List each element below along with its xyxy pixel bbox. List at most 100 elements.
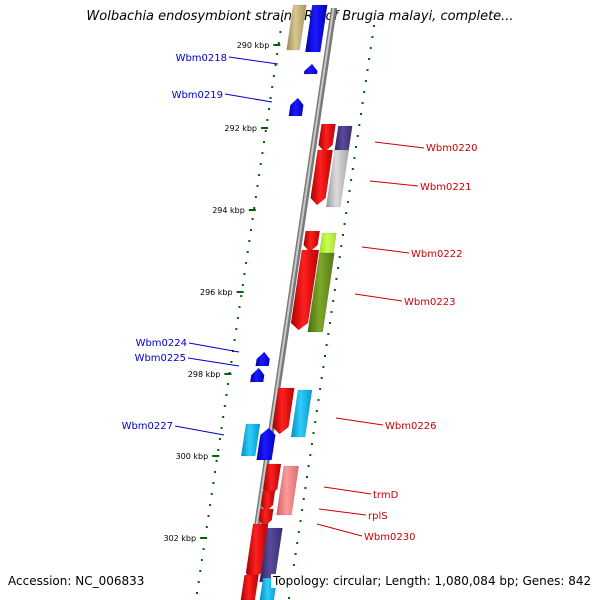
gene-feature-red[interactable] — [318, 123, 336, 153]
gene-feature-blue[interactable] — [288, 97, 304, 117]
gene-feature-blue[interactable] — [305, 4, 328, 53]
gene-leader-line — [318, 508, 367, 516]
guide-dot-right — [288, 597, 290, 599]
gene-leader-line — [323, 486, 372, 495]
guide-dot-right — [314, 421, 317, 423]
gene-label[interactable]: Wbm0222 — [411, 249, 462, 260]
scale-tick-mark — [261, 127, 268, 129]
guide-dot-left — [253, 207, 256, 209]
gene-label[interactable]: Wbm0230 — [364, 532, 415, 543]
guide-dot-right — [351, 168, 354, 170]
guide-dot-right — [338, 256, 341, 258]
guide-dot-right — [345, 212, 348, 214]
guide-dot-left — [235, 328, 238, 330]
gene-feature-blue[interactable] — [249, 367, 265, 383]
gene-feature-blue[interactable] — [255, 351, 270, 367]
gene-leader-line — [374, 141, 425, 149]
gene-feature-blue[interactable] — [256, 427, 276, 461]
gene-feature-cyan[interactable] — [290, 389, 313, 438]
guide-dot-right — [317, 399, 320, 401]
gene-leader-line — [335, 417, 384, 426]
gene-feature-red[interactable] — [303, 230, 320, 253]
guide-dot-left — [266, 119, 269, 121]
gene-leader-line — [316, 523, 363, 537]
gene-label[interactable]: Wbm0220 — [426, 143, 477, 154]
gene-feature-blue[interactable] — [303, 63, 318, 75]
gene-feature-red[interactable] — [272, 387, 295, 435]
gene-label[interactable]: Wbm0226 — [385, 421, 436, 432]
guide-dot-right — [353, 157, 356, 159]
guide-dot-left — [256, 185, 259, 187]
gene-feature-red[interactable] — [258, 508, 274, 528]
guide-dot-right — [358, 124, 361, 126]
guide-dot-left — [246, 251, 249, 253]
guide-dot-left — [258, 174, 261, 176]
gene-feature-grey[interactable] — [325, 149, 349, 208]
guide-dot-left — [210, 493, 213, 495]
gene-labels: Wbm0218 Wbm0219 Wbm0220 Wbm0221 Wbm0222 Wbm02… — [122, 53, 478, 543]
guide-dot-left — [225, 394, 228, 396]
guide-dot-left — [271, 86, 274, 88]
gene-label[interactable]: rplS — [368, 511, 388, 522]
guide-dot-left — [277, 42, 280, 44]
guide-dot-left — [209, 504, 212, 506]
guide-dot-right — [312, 432, 315, 434]
guide-dot-left — [199, 570, 202, 572]
gene-feature-green[interactable] — [307, 252, 335, 333]
guide-dot-right — [320, 377, 323, 379]
scale-tick-label: 296 kbp — [200, 288, 233, 297]
gene-feature-pink[interactable] — [276, 465, 300, 516]
gene-label[interactable]: Wbm0223 — [404, 297, 455, 308]
guide-dot-right — [302, 498, 305, 500]
gene-leader-line — [224, 93, 273, 103]
guide-dot-right — [335, 278, 338, 280]
guide-dot-left — [269, 97, 272, 99]
guide-dot-left — [215, 460, 218, 462]
guide-dot-right — [346, 201, 349, 203]
guide-dot-left — [202, 548, 205, 550]
guide-dot-right — [328, 322, 331, 324]
guide-dot-right — [315, 410, 318, 412]
guide-dot-left — [274, 64, 277, 66]
gene-leader-line — [361, 246, 410, 254]
guide-dot-right — [343, 223, 346, 225]
guide-dot-right — [325, 344, 328, 346]
guide-dot-left — [230, 361, 233, 363]
guide-dot-right — [333, 289, 336, 291]
guide-dot-right — [363, 91, 366, 93]
guide-dot-left — [233, 339, 236, 341]
guide-dot-right — [294, 553, 297, 555]
guide-dot-left — [279, 31, 282, 33]
gene-feature-red[interactable] — [240, 574, 259, 600]
guide-dot-right — [366, 69, 369, 71]
gene-feature-red[interactable] — [290, 249, 320, 331]
gene-label[interactable]: Wbm0227 — [122, 421, 173, 432]
guide-dot-right — [350, 179, 353, 181]
gene-label[interactable]: Wbm0224 — [136, 338, 187, 349]
guide-dot-left — [276, 53, 279, 55]
guide-dot-left — [261, 152, 264, 154]
gene-label[interactable]: Wbm0225 — [135, 353, 186, 364]
guide-dot-left — [200, 559, 203, 561]
gene-feature-khaki[interactable] — [286, 4, 307, 51]
gene-label[interactable]: Wbm0221 — [420, 182, 471, 193]
gene-label[interactable]: trmD — [373, 490, 399, 501]
gene-feature-red[interactable] — [260, 490, 276, 513]
guide-dot-right — [355, 146, 357, 148]
gene-label[interactable]: Wbm0219 — [172, 90, 223, 101]
guide-dot-right — [301, 509, 304, 511]
guide-dot-left — [220, 427, 223, 429]
gene-label[interactable]: Wbm0218 — [176, 53, 227, 64]
gene-feature-red[interactable] — [310, 149, 333, 206]
guide-dot-right — [369, 47, 372, 49]
guide-dot-right — [332, 300, 335, 302]
guide-dot-right — [292, 564, 295, 566]
gene-feature-purple[interactable] — [334, 125, 353, 153]
genome-summary-label: Topology: circular; Length: 1,080,084 bp… — [271, 574, 594, 588]
guide-dot-left — [212, 482, 215, 484]
gene-feature-lime[interactable] — [319, 232, 337, 254]
scale-tick-label: 302 kbp — [163, 534, 196, 543]
gene-features — [240, 4, 353, 600]
gene-feature-cyan[interactable] — [240, 423, 261, 457]
